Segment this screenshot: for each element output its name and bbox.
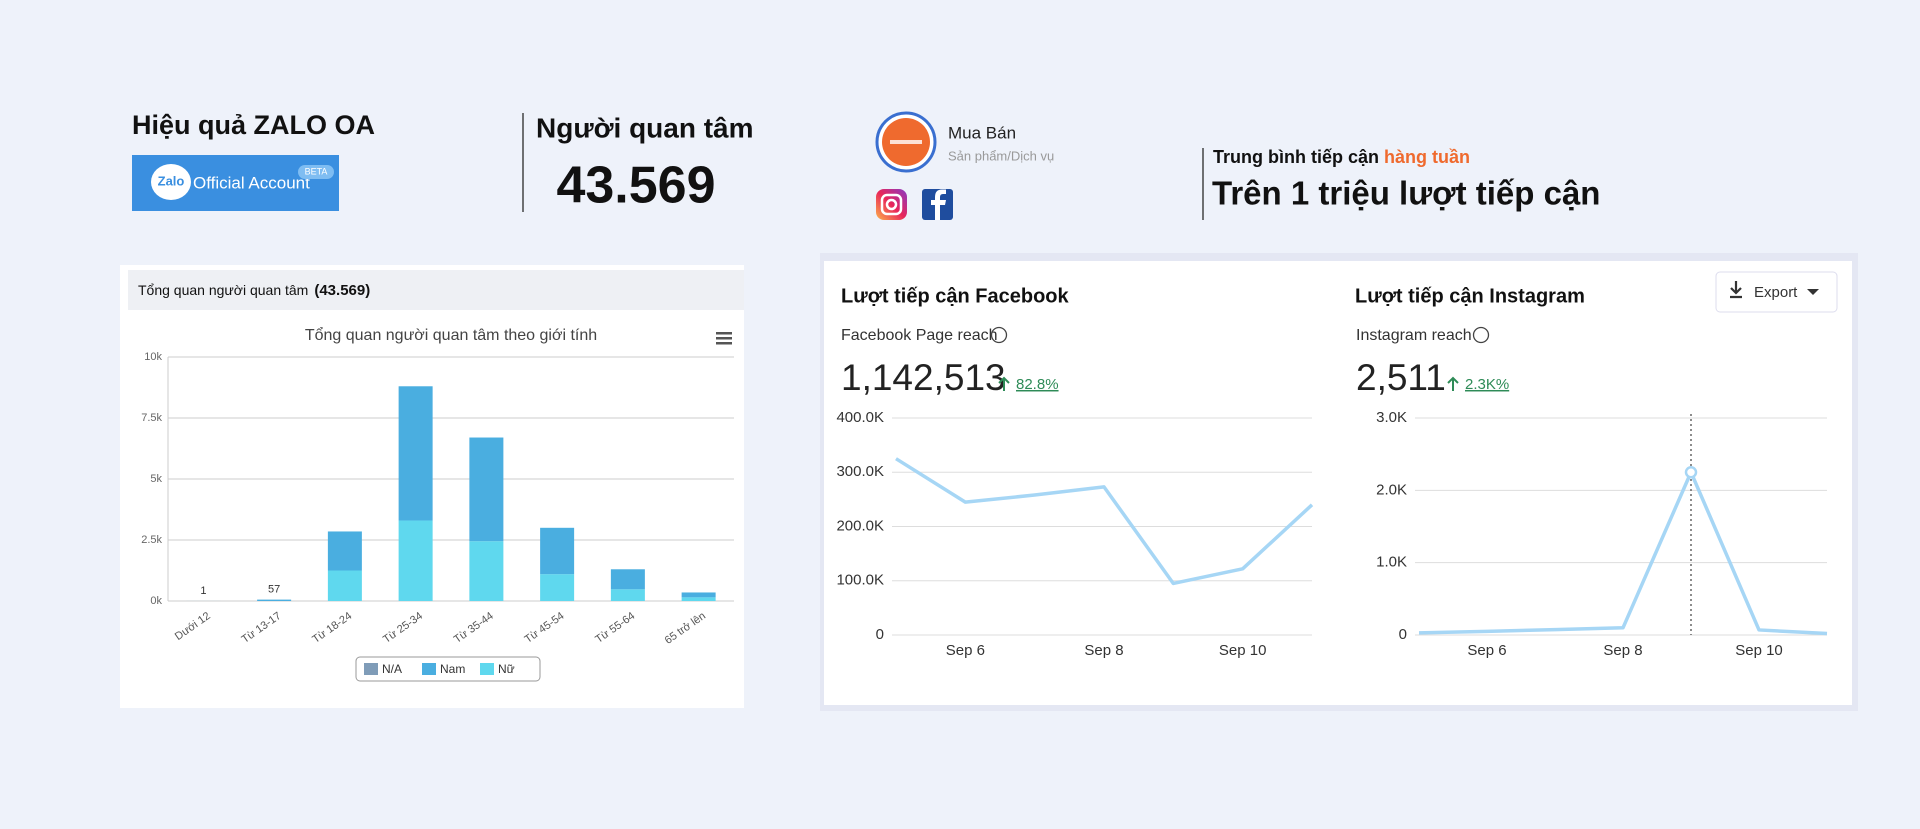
reach-label: Trung bình tiếp cận hàng tuần (1213, 147, 1470, 167)
legend-swatch (364, 663, 378, 675)
y-tick-label: 0 (876, 626, 884, 643)
bar-segment (611, 569, 645, 589)
data-label: 1 (200, 585, 206, 597)
bar-segment (540, 528, 574, 574)
y-tick-label: 300.0K (836, 463, 884, 480)
bar-segment (611, 589, 645, 601)
export-button[interactable]: Export (1716, 272, 1837, 312)
fb-title: Lượt tiếp cận Facebook (841, 285, 1070, 307)
legend-label: Nữ (498, 662, 515, 676)
bar-segment (328, 531, 362, 570)
y-tick-label: 7.5k (141, 412, 162, 424)
x-tick-label: Sep 6 (946, 642, 985, 659)
x-tick-label: Sep 8 (1084, 642, 1123, 659)
data-label: 57 (268, 584, 280, 596)
export-label[interactable]: Export (1754, 284, 1798, 301)
fb-metric: Facebook Page reach (841, 327, 998, 344)
bar-segment (682, 597, 716, 601)
y-tick-label: 200.0K (836, 517, 884, 534)
fb-change: 82.8% (1016, 376, 1059, 393)
bar-segment (399, 520, 433, 601)
legend-label: Nam (440, 662, 465, 676)
hover-point (1686, 467, 1696, 477)
y-tick-label: 0k (150, 595, 162, 607)
bar-segment (328, 571, 362, 602)
ig-metric: Instagram reach (1356, 327, 1472, 344)
y-tick-label: 0 (1399, 626, 1407, 643)
followers-value: 43.569 (556, 157, 715, 215)
legend-swatch (422, 663, 436, 675)
x-tick-label: Sep 6 (1467, 642, 1506, 659)
panel-count: (43.569) (314, 282, 370, 299)
chart-title: Tổng quan người quan tâm theo giới tính (305, 326, 597, 344)
menu-icon[interactable] (716, 332, 732, 345)
panel-title: Tổng quan người quan tâm (138, 282, 308, 298)
beta-text: BETA (305, 166, 328, 176)
x-tick-label: Sep 8 (1603, 642, 1642, 659)
page-category: Sản phẩm/Dịch vụ (948, 148, 1054, 163)
y-tick-label: 1.0K (1376, 554, 1407, 571)
bar-segment (682, 592, 716, 597)
legend-label: N/A (382, 662, 402, 676)
bar-segment (257, 600, 291, 601)
y-tick-label: 2.0K (1376, 481, 1407, 498)
reach-headline: Trên 1 triệu lượt tiếp cận (1212, 175, 1600, 212)
instagram-icon (876, 189, 907, 220)
reach-label-text: Trung bình tiếp cận (1213, 147, 1384, 167)
y-tick-label: 400.0K (836, 409, 884, 426)
y-tick-label: 100.0K (836, 572, 884, 589)
reach-label-highlight: hàng tuần (1384, 147, 1470, 167)
y-tick-label: 3.0K (1376, 409, 1407, 426)
page-name: Mua Bán (948, 123, 1016, 142)
ig-change: 2.3K% (1465, 376, 1509, 393)
y-tick-label: 10k (144, 351, 162, 363)
legend-swatch (480, 663, 494, 675)
zalo-brand: Zalo (158, 173, 185, 188)
x-tick-label: Sep 10 (1219, 642, 1267, 659)
bar-segment (469, 438, 503, 542)
ig-title: Lượt tiếp cận Instagram (1355, 285, 1585, 307)
bar-segment (399, 386, 433, 520)
ig-total: 2,511 (1356, 357, 1446, 398)
zalo-logo-text: Official Account (193, 173, 310, 192)
followers-label: Người quan tâm (536, 112, 754, 143)
fb-total: 1,142,513 (841, 357, 1006, 398)
y-tick-label: 5k (150, 473, 162, 485)
bar-segment (540, 574, 574, 601)
avatar-mark (890, 140, 922, 144)
bar-segment (469, 541, 503, 601)
zalo-title: Hiệu quả ZALO OA (132, 110, 375, 140)
x-tick-label: Sep 10 (1735, 642, 1783, 659)
y-tick-label: 2.5k (141, 534, 162, 546)
zalo-panel-title: Tổng quan người quan tâm (43.569) (138, 282, 370, 299)
